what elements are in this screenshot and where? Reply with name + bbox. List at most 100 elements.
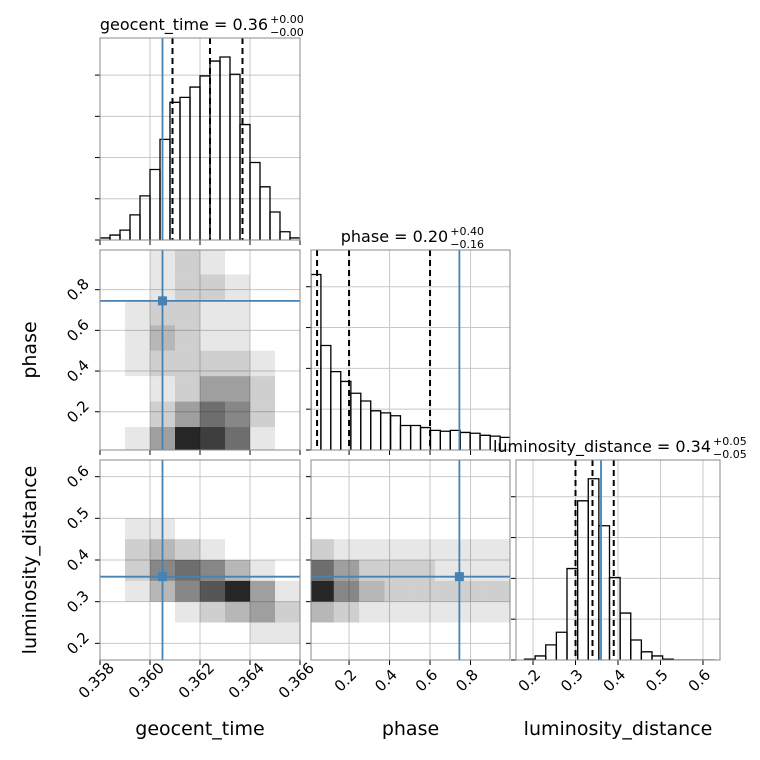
density-cell bbox=[311, 601, 334, 623]
density-cell bbox=[200, 539, 225, 560]
hist-bin bbox=[534, 655, 547, 660]
density-cell bbox=[250, 376, 275, 402]
density-cell bbox=[100, 427, 125, 452]
density-cell bbox=[250, 350, 275, 377]
hist-bin bbox=[419, 426, 432, 450]
truth-marker bbox=[158, 296, 167, 306]
density-cell bbox=[334, 518, 359, 539]
hist-bin bbox=[640, 651, 653, 660]
density-cell bbox=[225, 299, 250, 326]
hist-bin bbox=[109, 234, 121, 240]
hist-bin bbox=[399, 424, 412, 450]
density-cell bbox=[359, 623, 384, 644]
x-tick-label: 0.8 bbox=[452, 666, 482, 696]
hist-bin bbox=[279, 231, 291, 240]
density-cell bbox=[250, 601, 275, 623]
hist-bin bbox=[149, 168, 161, 240]
hist-bin bbox=[259, 186, 271, 240]
density-cell bbox=[250, 560, 275, 581]
panel bbox=[100, 249, 300, 452]
y-tick-label: 0.2 bbox=[63, 397, 93, 427]
hist-bin bbox=[651, 655, 664, 660]
density-cell bbox=[460, 623, 485, 644]
density-cell bbox=[125, 299, 150, 326]
x-axis-label: geocent_time bbox=[135, 718, 264, 740]
density-cell bbox=[384, 623, 409, 644]
panel bbox=[516, 460, 720, 660]
hist-bin bbox=[129, 214, 141, 240]
density-cell bbox=[309, 518, 334, 539]
density-cell bbox=[175, 580, 200, 602]
y-tick-label: 0.5 bbox=[63, 504, 93, 534]
x-tick-label: 0.362 bbox=[175, 659, 218, 702]
hist-bin bbox=[189, 86, 201, 240]
title-upper: +0.40 bbox=[450, 225, 484, 238]
density-cell bbox=[384, 601, 410, 623]
y-axis-label: phase bbox=[19, 321, 41, 378]
panel-title: phase = 0.20 bbox=[341, 227, 448, 246]
density-cell bbox=[485, 601, 510, 623]
x-tick-label: 0.2 bbox=[331, 666, 361, 696]
density-cell bbox=[409, 601, 436, 623]
density-cell bbox=[311, 539, 334, 560]
density-cell bbox=[175, 601, 200, 623]
density-cell bbox=[200, 376, 225, 402]
density-cell bbox=[200, 250, 225, 275]
panel-frame bbox=[99, 249, 301, 451]
density-cell bbox=[485, 560, 510, 581]
density-cell bbox=[125, 518, 150, 540]
hist-bin bbox=[429, 429, 442, 450]
density-cell bbox=[275, 325, 300, 350]
density-cell bbox=[200, 560, 225, 581]
density-cell bbox=[275, 601, 300, 623]
x-tick-label: 0.6 bbox=[412, 666, 442, 696]
hist-bin bbox=[219, 56, 231, 240]
density-cell bbox=[333, 560, 360, 581]
x-tick-label: 0.358 bbox=[75, 659, 118, 702]
density-cell bbox=[486, 623, 511, 644]
density-cell bbox=[333, 539, 360, 560]
density-cell bbox=[359, 601, 385, 623]
x-tick-label: 0.4 bbox=[600, 666, 630, 696]
hist-bin bbox=[269, 211, 281, 240]
density-cell bbox=[485, 539, 510, 560]
y-tick-label: 0.4 bbox=[63, 545, 93, 575]
density-cell bbox=[200, 580, 225, 602]
density-cell bbox=[409, 560, 436, 581]
density-cell bbox=[250, 325, 275, 350]
density-cell bbox=[125, 249, 150, 274]
density-cell bbox=[225, 539, 250, 560]
density-cell bbox=[275, 376, 300, 401]
density-cell bbox=[175, 401, 200, 428]
hist-bin bbox=[289, 237, 300, 240]
density-cell bbox=[384, 518, 409, 539]
density-cell bbox=[225, 376, 250, 402]
density-cell bbox=[200, 350, 225, 377]
density-cell bbox=[125, 274, 150, 299]
density-cell bbox=[100, 376, 125, 401]
y-tick-label: 0.4 bbox=[63, 356, 93, 386]
density-cell bbox=[435, 518, 460, 539]
density-cell bbox=[175, 325, 200, 351]
title-upper: +0.05 bbox=[713, 435, 747, 448]
density-cell bbox=[384, 580, 410, 602]
density-cell bbox=[410, 623, 435, 644]
density-cell bbox=[175, 560, 200, 581]
truth-marker bbox=[158, 572, 167, 582]
density-cell bbox=[333, 580, 360, 602]
density-cell bbox=[384, 560, 410, 581]
density-cell bbox=[460, 539, 486, 560]
density-cell bbox=[225, 401, 250, 428]
panel-frame bbox=[310, 459, 511, 661]
hist-bin bbox=[119, 229, 131, 240]
density-cell bbox=[359, 518, 384, 539]
title-upper: +0.00 bbox=[270, 13, 304, 26]
density-cell bbox=[225, 518, 250, 539]
density-cell bbox=[250, 539, 275, 560]
density-cell bbox=[100, 402, 125, 427]
hist-bin bbox=[360, 400, 372, 450]
panel-frame bbox=[99, 37, 301, 241]
panel-title: luminosity_distance = 0.34 bbox=[493, 437, 711, 457]
density-cell bbox=[275, 580, 300, 602]
